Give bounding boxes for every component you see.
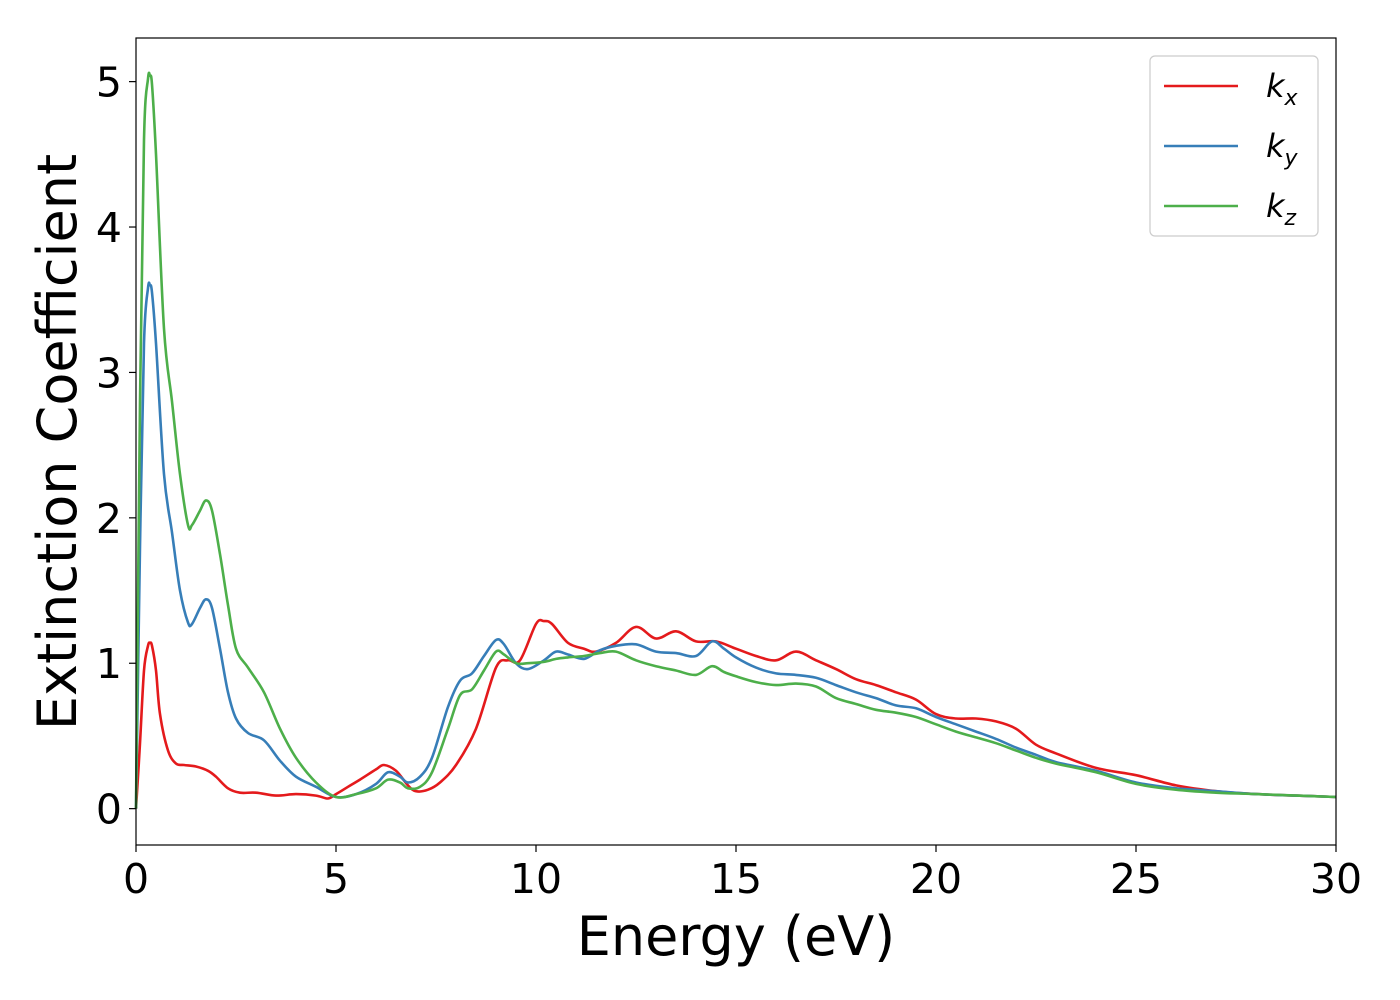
legend-label-kz: kz xyxy=(1266,187,1297,231)
x-tick-label: 10 xyxy=(510,855,562,903)
x-tick-label: 20 xyxy=(910,855,962,903)
x-tick-label: 15 xyxy=(710,855,762,903)
x-tick-label: 25 xyxy=(1110,855,1162,903)
plot-lines xyxy=(134,71,1337,809)
series-line-kx xyxy=(134,618,1337,809)
x-axis-title: Energy (eV) xyxy=(577,905,896,968)
y-tick-label: 1 xyxy=(96,640,122,688)
y-axis-title: Extinction Coefficient xyxy=(26,154,89,730)
x-tick-label: 30 xyxy=(1310,855,1362,903)
y-tick-label: 0 xyxy=(96,786,122,834)
x-tick-label: 0 xyxy=(123,855,149,903)
legend-label-ky: ky xyxy=(1266,127,1299,171)
x-tick-label: 5 xyxy=(323,855,349,903)
x-axis: 0 5 10 15 20 25 30 xyxy=(123,845,1362,903)
legend: kx ky kz xyxy=(1149,55,1319,237)
legend-label-kx: kx xyxy=(1266,67,1299,111)
y-tick-label: 4 xyxy=(96,204,122,252)
y-tick-label: 2 xyxy=(96,495,122,543)
y-axis: 0 1 2 3 4 5 xyxy=(96,59,136,834)
series-line-kz xyxy=(134,71,1337,809)
series-line-ky xyxy=(134,281,1337,809)
y-tick-label: 5 xyxy=(96,59,122,107)
y-tick-label: 3 xyxy=(96,349,122,397)
